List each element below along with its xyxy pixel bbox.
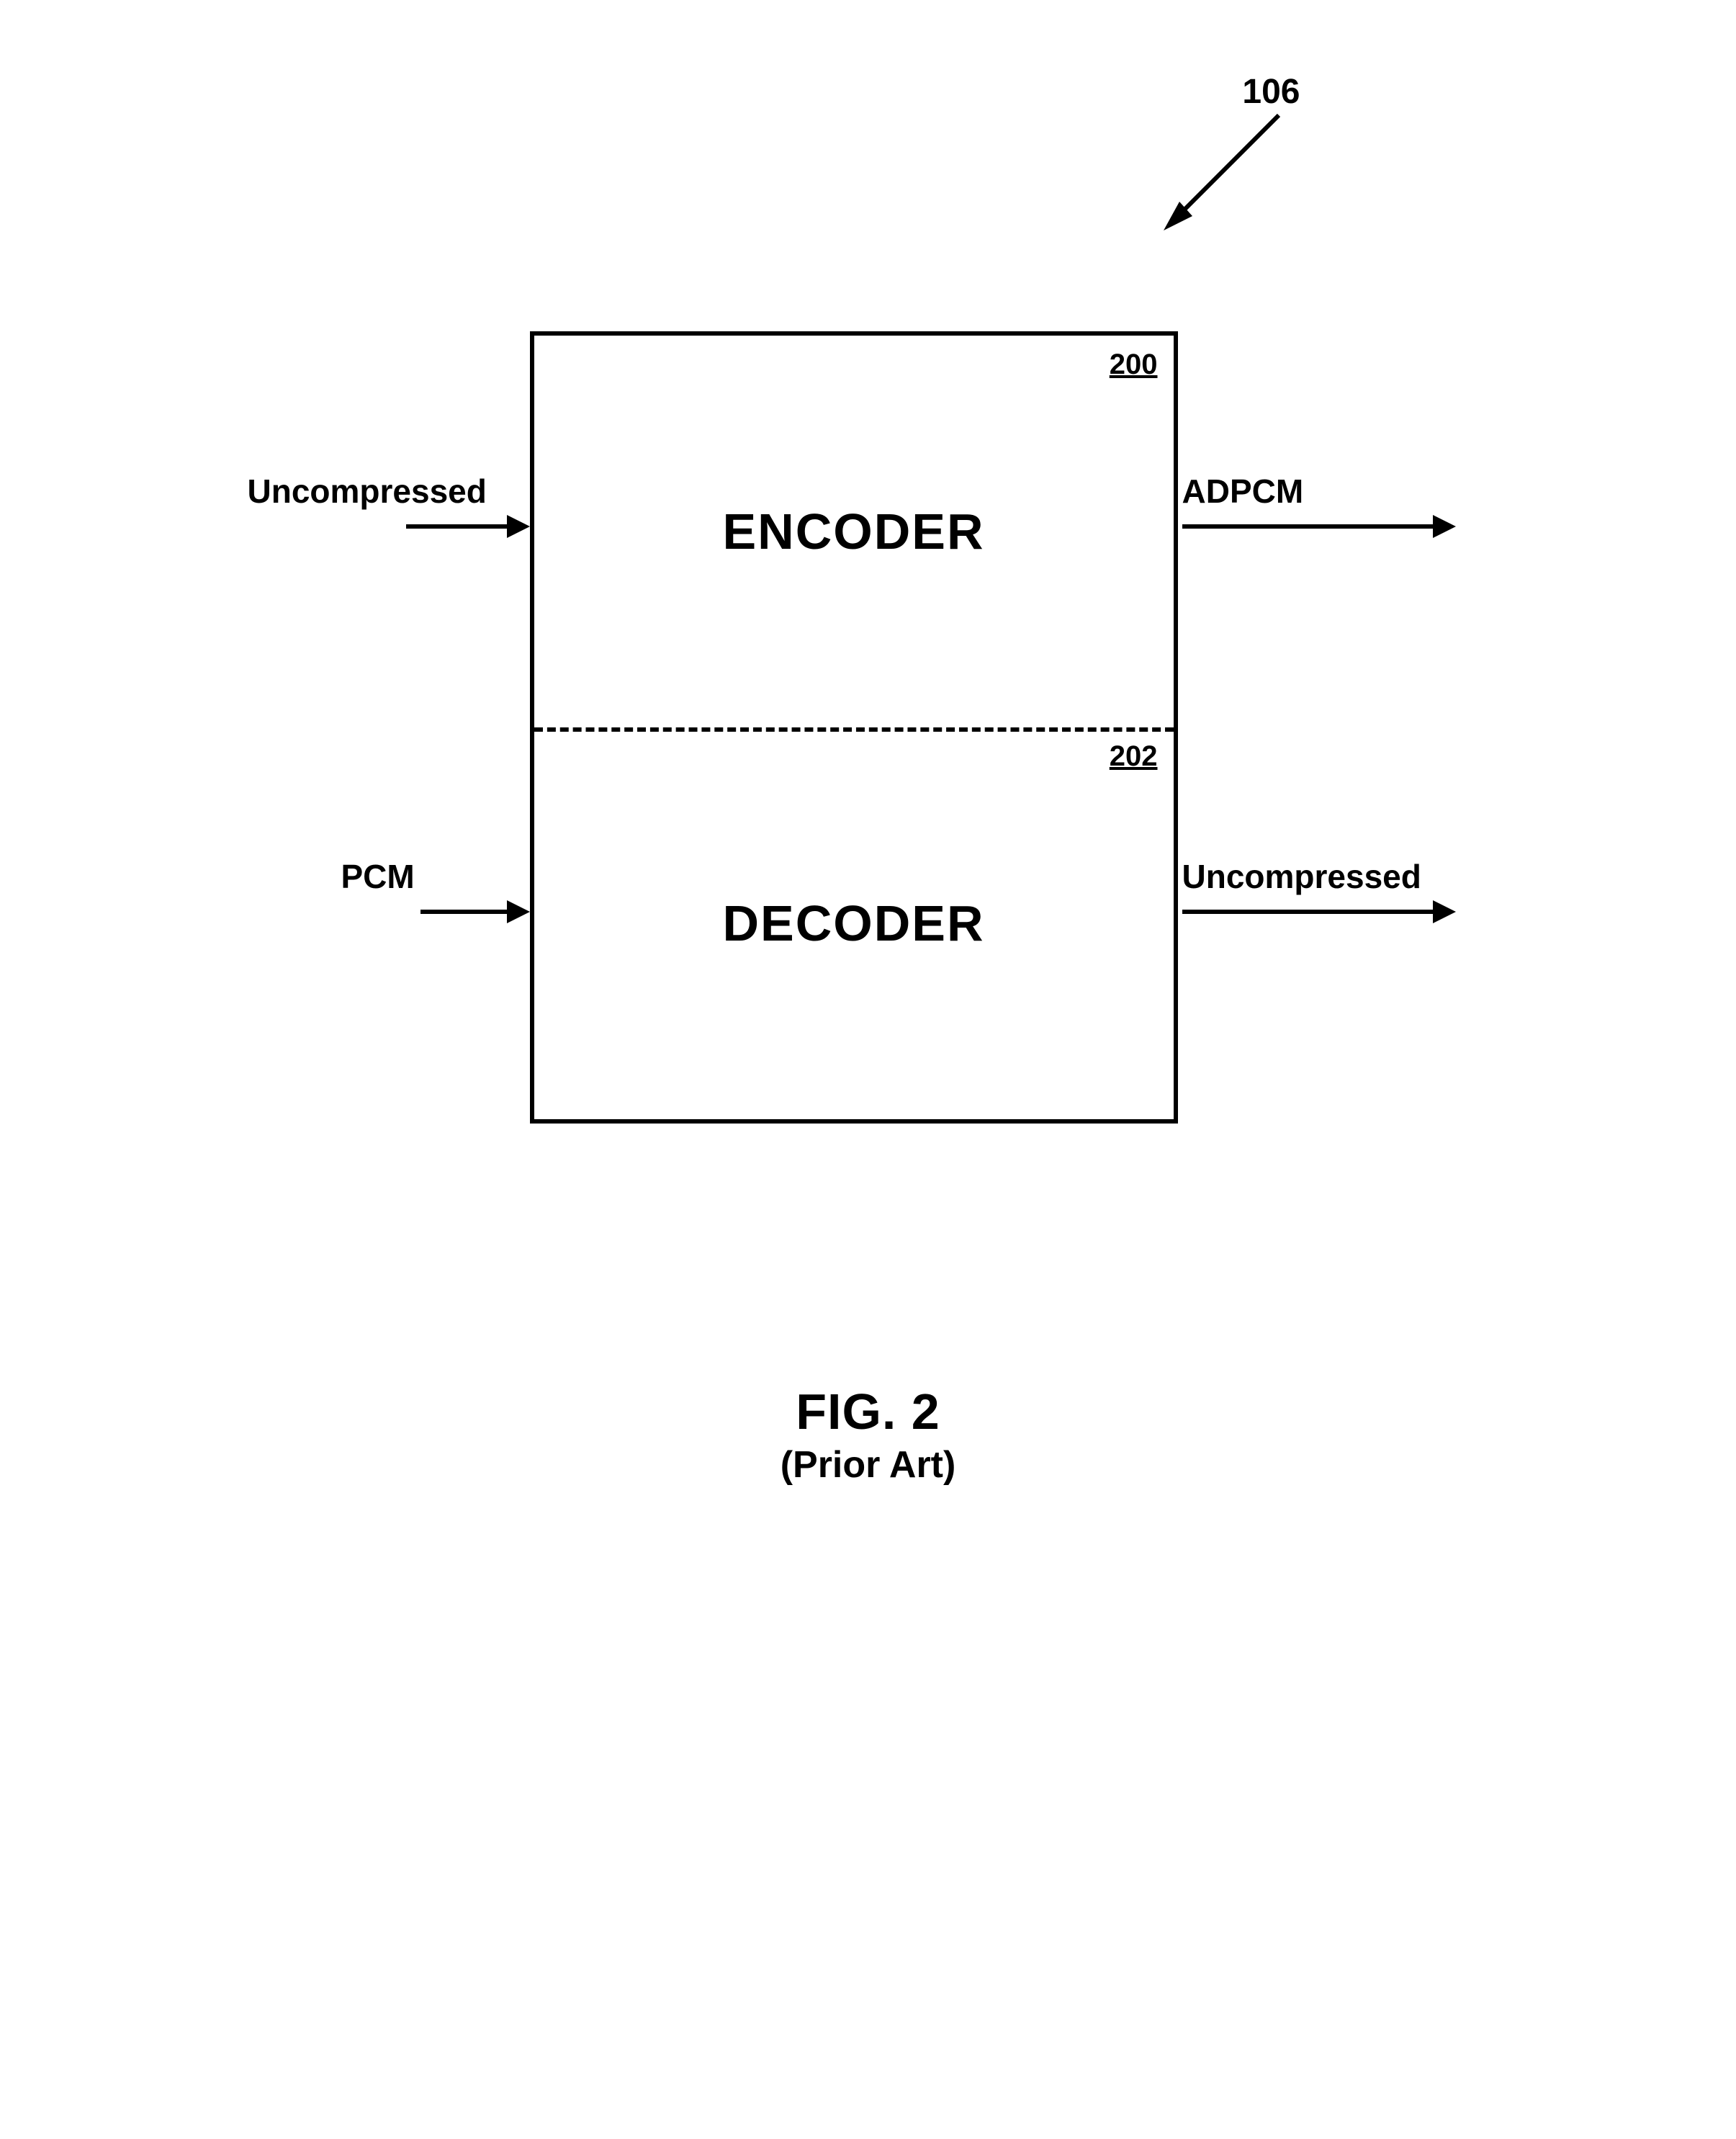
decoder-output-label: Uncompressed (1182, 857, 1421, 896)
arrow-shaft (248, 515, 530, 538)
encoder-output-arrow: ADPCM (1182, 472, 1499, 538)
arrow-line (406, 524, 507, 529)
codec-box: 200 ENCODER 202 DECODER (530, 331, 1178, 1124)
reference-callout: 106 (1142, 72, 1300, 245)
arrow-shaft (1182, 900, 1499, 923)
diagram-canvas: 106 200 ENCODER 202 DECODER Uncompressed… (220, 43, 1516, 1628)
arrow-line (1182, 910, 1433, 914)
decoder-block: 202 DECODER (534, 727, 1174, 1119)
encoder-block: 200 ENCODER (534, 336, 1174, 727)
figure-number: FIG. 2 (220, 1383, 1516, 1440)
arrow-line (1182, 524, 1433, 529)
decoder-input-arrow: PCM (248, 857, 530, 923)
figure-caption: FIG. 2 (Prior Art) (220, 1383, 1516, 1486)
arrow-head-icon (507, 900, 530, 923)
encoder-input-label: Uncompressed (248, 472, 487, 511)
decoder-output-arrow: Uncompressed (1182, 857, 1499, 923)
decoder-title: DECODER (722, 894, 984, 952)
encoder-output-label: ADPCM (1182, 472, 1304, 511)
arrow-head-icon (507, 515, 530, 538)
arrow-line (420, 910, 507, 914)
arrow-head-icon (1433, 900, 1456, 923)
reference-label: 106 (1242, 72, 1300, 112)
encoder-input-arrow: Uncompressed (248, 472, 530, 538)
arrow-shaft (248, 900, 530, 923)
arrow-head-icon (1433, 515, 1456, 538)
encoder-ref: 200 (1110, 349, 1158, 381)
decoder-input-label: PCM (248, 857, 415, 896)
encoder-title: ENCODER (722, 503, 984, 560)
decoder-ref: 202 (1110, 740, 1158, 773)
arrow-shaft (1182, 515, 1499, 538)
figure-subtitle: (Prior Art) (220, 1443, 1516, 1486)
